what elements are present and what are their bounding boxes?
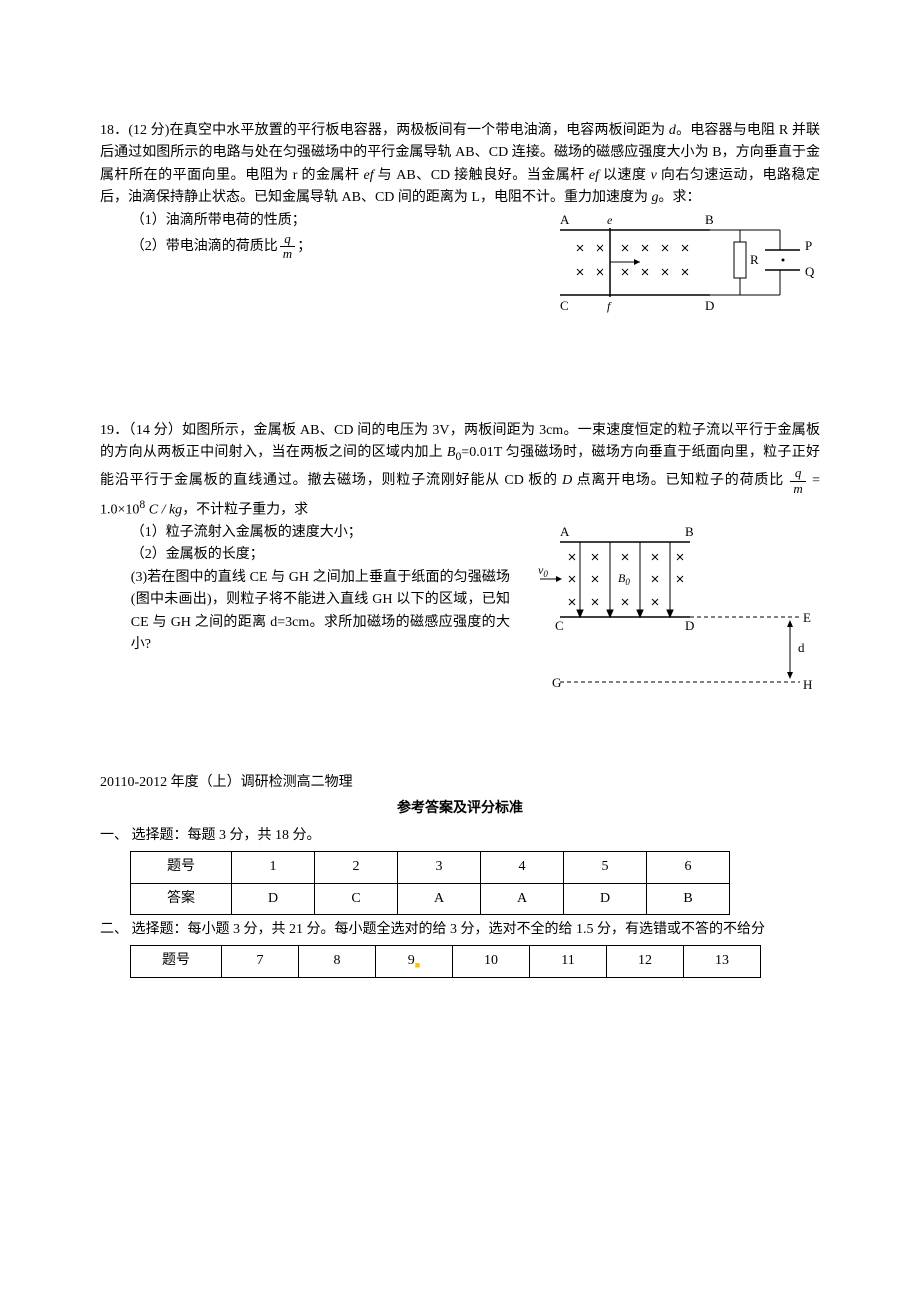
table-cell: 9■ <box>376 946 453 977</box>
table-cell: C <box>315 883 398 914</box>
table-cell: A <box>481 883 564 914</box>
problem-19-q1: （1）粒子流射入金属板的速度大小； <box>100 522 510 544</box>
svg-text:D: D <box>685 618 694 633</box>
svg-text:d: d <box>798 640 805 655</box>
svg-text:P: P <box>805 238 812 253</box>
table-cell: B <box>647 883 730 914</box>
svg-text:Q: Q <box>805 264 815 279</box>
svg-text:D: D <box>705 298 714 313</box>
circuit-diagram-icon: A B C D e f R P Q <box>540 210 820 320</box>
table-cell: 2 <box>315 852 398 883</box>
table-cell: 6 <box>647 852 730 883</box>
figure-18: A B C D e f R P Q <box>540 210 820 320</box>
table-cell: 8 <box>299 946 376 977</box>
problem-19-q3: (3)若在图中的直线 CE 与 GH 之间加上垂直于纸面的匀强磁场(图中未画出)… <box>100 567 510 657</box>
svg-text:A: A <box>560 524 570 539</box>
problem-18-q1: （1）油滴所带电荷的性质； <box>100 210 520 232</box>
problem-18-number: 18． <box>100 123 128 138</box>
svg-text:E: E <box>803 610 811 625</box>
svg-text:v0: v0 <box>538 563 548 579</box>
table-cell: D <box>564 883 647 914</box>
svg-text:e: e <box>607 213 613 227</box>
svg-text:B: B <box>705 212 714 227</box>
problem-18-q2: （2）带电油滴的荷质比qm； <box>100 232 520 262</box>
field-diagram-icon: A B C D E G H d v0 B0 <box>530 522 820 712</box>
table-cell: 5 <box>564 852 647 883</box>
problem-18: 18．(12 分)在真空中水平放置的平行板电容器，两极板间有一个带电油滴，电容两… <box>100 120 820 320</box>
answer-table-1: 题号123456答案DCAADB <box>130 851 730 915</box>
table-cell: 12 <box>607 946 684 977</box>
table-cell: D <box>232 883 315 914</box>
table-cell: A <box>398 883 481 914</box>
table-cell: 11 <box>530 946 607 977</box>
svg-text:A: A <box>560 212 570 227</box>
table-cell: 3 <box>398 852 481 883</box>
problem-19-q2: （2）金属板的长度； <box>100 544 510 566</box>
svg-text:f: f <box>607 299 612 313</box>
svg-text:C: C <box>560 298 569 313</box>
section-2-label: 二、 选择题：每小题 3 分，共 21 分。每小题全选对的给 3 分，选对不全的… <box>100 919 820 941</box>
problem-19-number: 19． <box>100 423 129 438</box>
table-cell: 10 <box>453 946 530 977</box>
svg-text:H: H <box>803 677 812 692</box>
fraction-q-m: qm <box>280 232 295 262</box>
problem-19-points: （14 分） <box>129 423 183 438</box>
svg-text:R: R <box>750 252 759 267</box>
table-cell: 13 <box>684 946 761 977</box>
answer-key-title: 20110-2012 年度（上）调研检测高二物理 <box>100 772 820 794</box>
table-cell: 1 <box>232 852 315 883</box>
problem-18-points: (12 分) <box>128 123 169 138</box>
svg-text:C: C <box>555 618 564 633</box>
fraction-q-m-2: qm <box>790 466 805 496</box>
svg-text:B: B <box>685 524 694 539</box>
svg-text:B0: B0 <box>618 571 630 587</box>
problem-19: 19．（14 分）如图所示，金属板 AB、CD 间的电压为 3V，两板间距为 3… <box>100 420 820 713</box>
problem-18-text: 18．(12 分)在真空中水平放置的平行板电容器，两极板间有一个带电油滴，电容两… <box>100 120 820 210</box>
problem-19-text: 19．（14 分）如图所示，金属板 AB、CD 间的电压为 3V，两板间距为 3… <box>100 420 820 523</box>
svg-text:G: G <box>552 675 561 690</box>
figure-19: A B C D E G H d v0 B0 <box>530 522 820 712</box>
table-cell: 4 <box>481 852 564 883</box>
section-1-label: 一、 选择题：每题 3 分，共 18 分。 <box>100 825 820 847</box>
answer-table-2: 题号789■10111213 <box>130 945 761 977</box>
answer-key-subtitle: 参考答案及评分标准 <box>100 798 820 820</box>
table-cell: 7 <box>222 946 299 977</box>
